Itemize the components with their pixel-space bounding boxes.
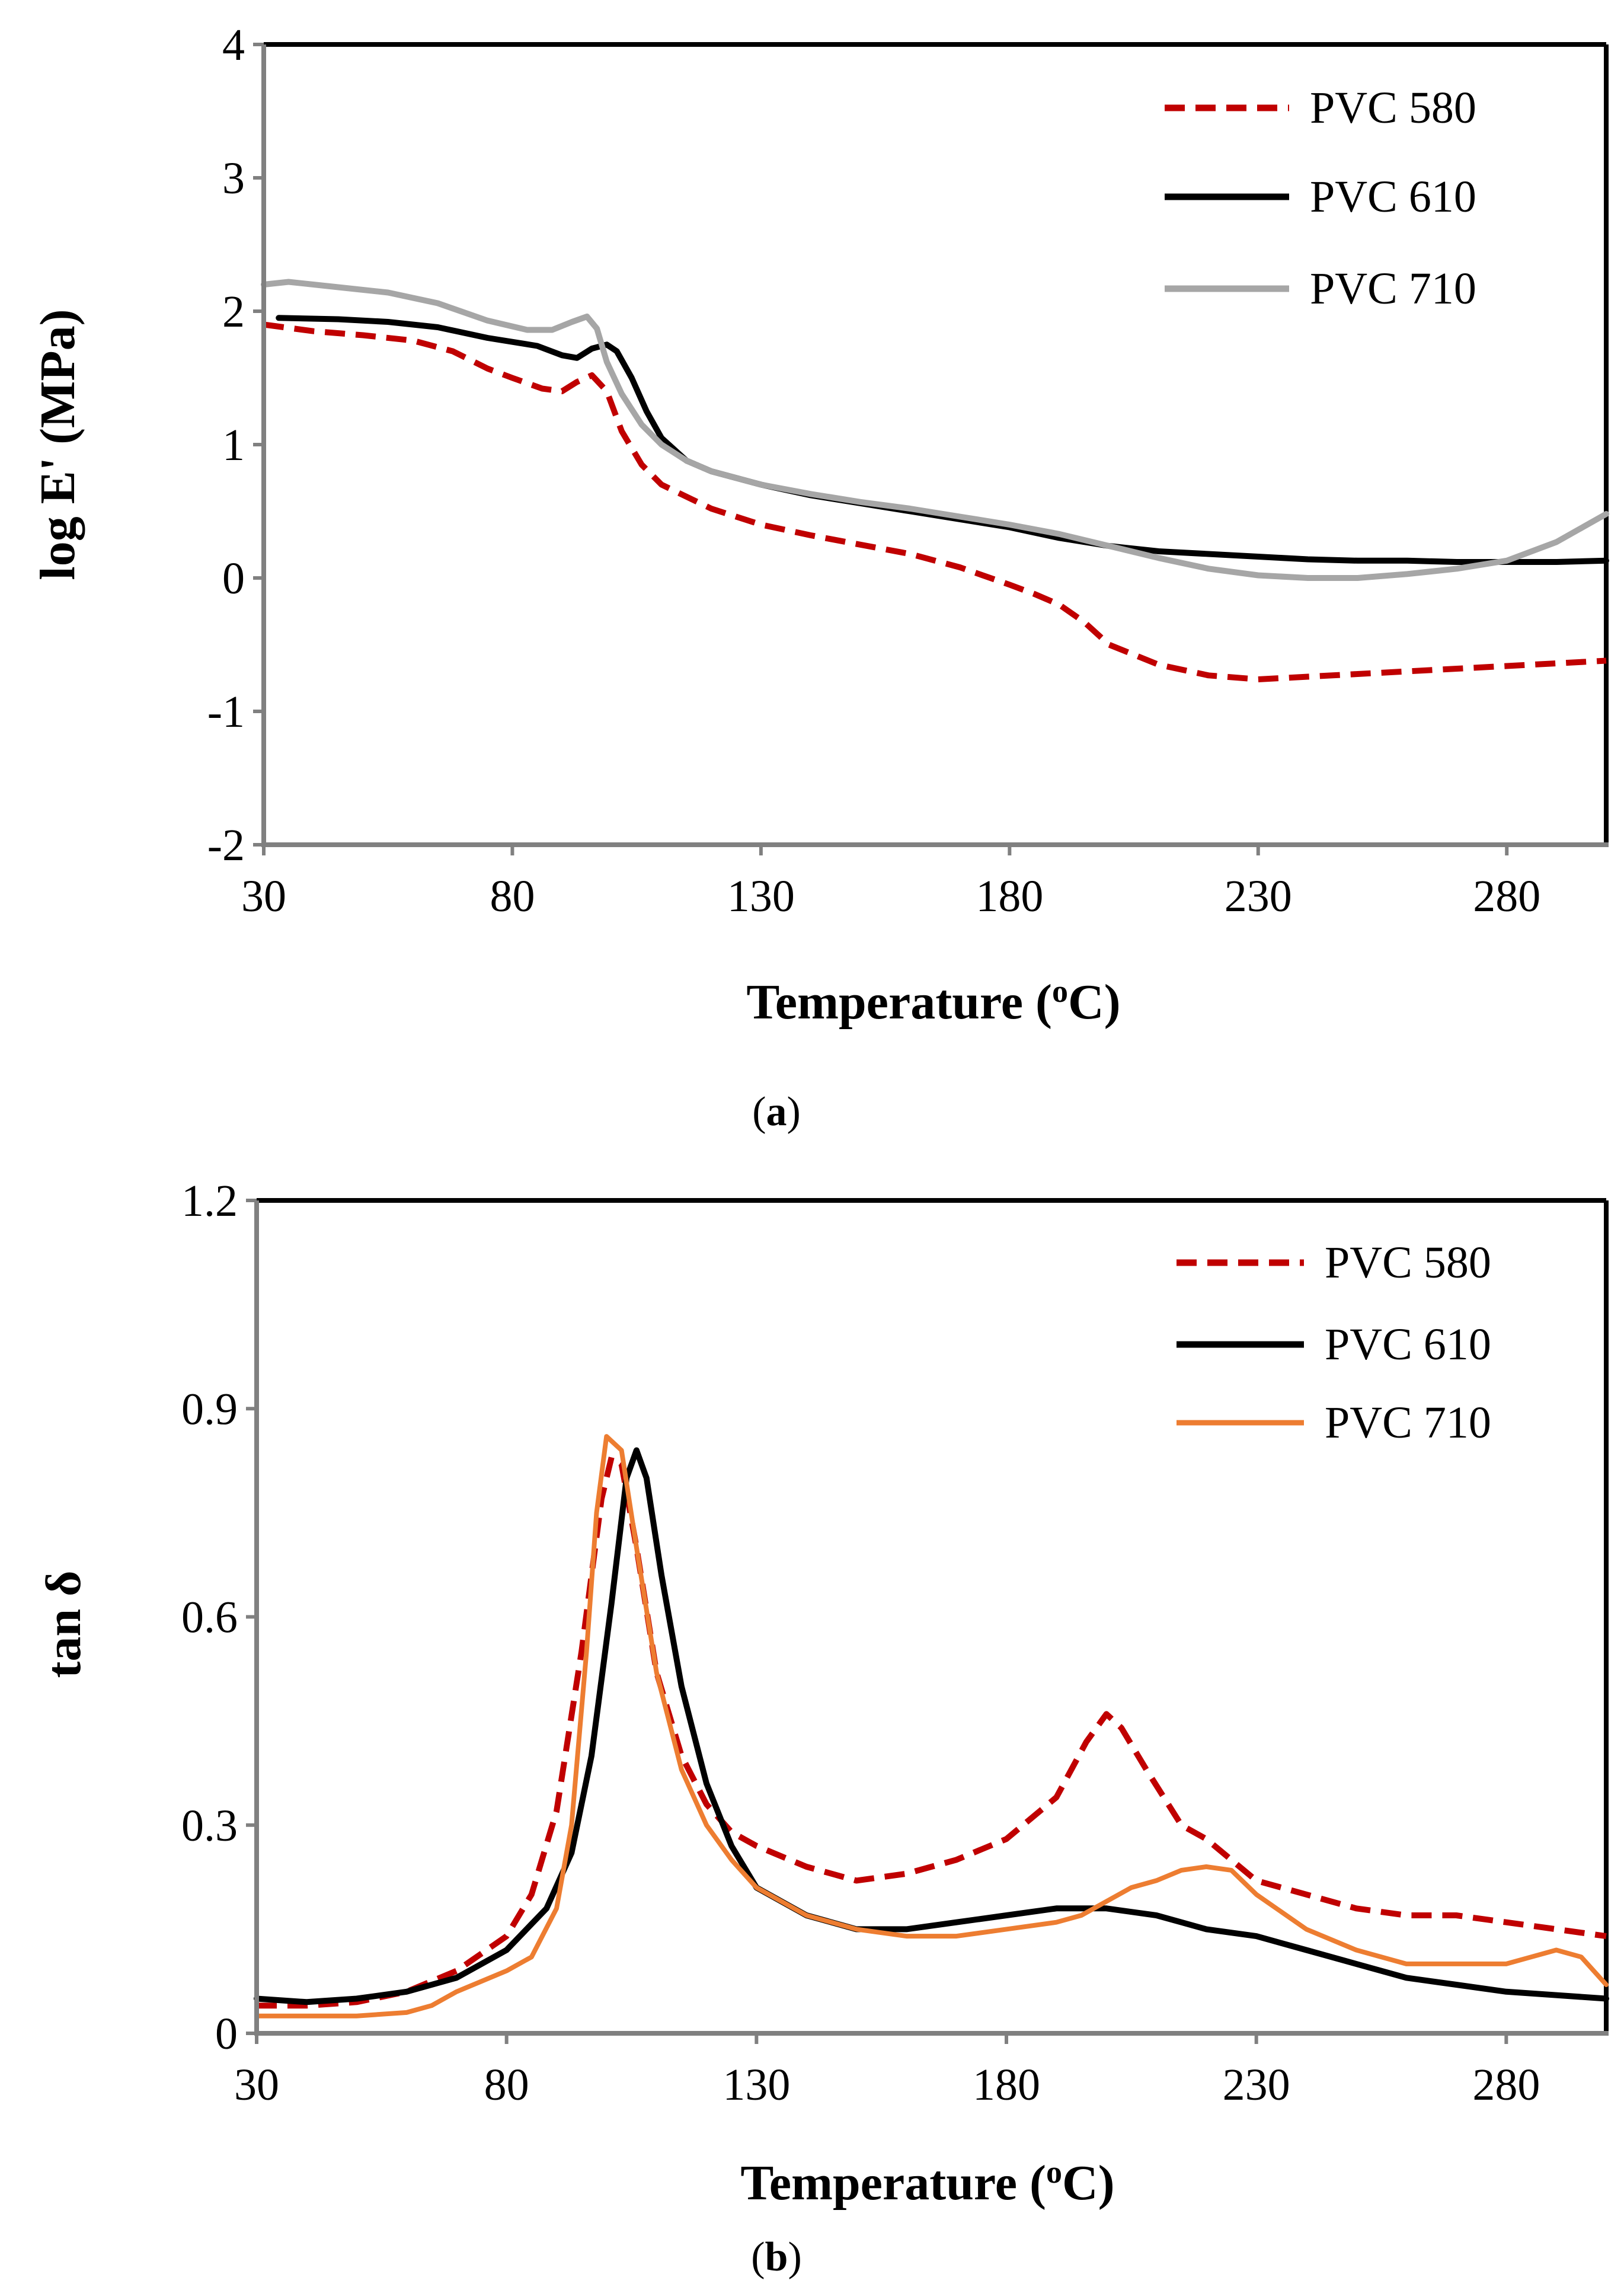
x-tick-label: 130	[723, 2060, 790, 2110]
legend-background	[1126, 1212, 1600, 1491]
x-tick-label: 280	[1472, 2060, 1540, 2110]
panel-b-caption: (b)	[751, 2234, 802, 2280]
x-tick-label: 130	[727, 871, 795, 921]
x-ticks: 30 80 130 180 230 280	[234, 2033, 1540, 2110]
x-tick-label: 30	[234, 2060, 279, 2110]
legend-item-pvc-580: PVC 580	[1165, 83, 1476, 133]
legend-item-pvc-580: PVC 580	[1177, 1238, 1491, 1288]
x-axis-title: Temperature (oC)	[740, 2154, 1114, 2211]
x-tick-label: 180	[973, 2060, 1040, 2110]
legend-item-pvc-710: PVC 710	[1177, 1398, 1491, 1448]
legend-label-pvc-610: PVC 610	[1310, 172, 1476, 222]
y-tick-label: 0	[215, 2009, 238, 2059]
legend-label-pvc-580: PVC 580	[1310, 83, 1476, 133]
series-line-pvc-710	[261, 279, 1609, 581]
legend-label-pvc-710: PVC 710	[1325, 1398, 1491, 1448]
y-tick-label: 1	[222, 420, 245, 470]
legend: PVC 580 PVC 610 PVC 710	[1165, 83, 1476, 314]
y-tick-label: 1.2	[181, 1176, 238, 1226]
x-axis-title: Temperature (oC)	[746, 973, 1120, 1030]
series-line-pvc-710	[254, 1434, 1609, 2018]
plot-area-frame	[264, 42, 1609, 845]
series-line-pvc-580	[257, 1454, 1607, 2009]
y-tick-label: 3	[222, 154, 245, 203]
y-axis-title: tan δ	[36, 1570, 91, 1678]
series-group	[254, 1434, 1609, 2018]
series-line-pvc-610	[254, 1447, 1609, 2005]
x-tick-label: 30	[241, 871, 286, 921]
y-tick-label: -2	[207, 820, 245, 870]
legend-label-pvc-610: PVC 610	[1325, 1320, 1491, 1369]
legend-label-pvc-710: PVC 710	[1310, 264, 1476, 314]
plot-area-frame	[257, 1198, 1609, 2033]
y-tick-label: 0	[222, 554, 245, 603]
series-group	[261, 279, 1609, 682]
y-tick-label: -1	[207, 687, 245, 737]
x-tick-label: 230	[1225, 871, 1292, 921]
legend-background	[1073, 53, 1591, 350]
y-tick-label: 0.9	[181, 1384, 238, 1434]
legend-label-pvc-580: PVC 580	[1325, 1238, 1491, 1288]
series-line-pvc-610	[276, 315, 1609, 565]
x-ticks: 30 80 130 180 230 280	[241, 845, 1540, 921]
x-tick-label: 80	[490, 871, 535, 921]
legend-item-pvc-710: PVC 710	[1165, 264, 1476, 314]
y-ticks: 0 0.3 0.6 0.9 1.2	[181, 1176, 257, 2059]
x-tick-label: 180	[976, 871, 1043, 921]
y-axis-title: log E' (MPa)	[30, 309, 85, 580]
legend-item-pvc-610: PVC 610	[1165, 172, 1476, 222]
x-tick-label: 80	[484, 2060, 529, 2110]
y-tick-label: 0.6	[181, 1593, 238, 1643]
chart-panel-b: 0 0.3 0.6 0.9 1.2 30 80 130 180 230 280 tan δ Tem…	[36, 1176, 1609, 2280]
legend-item-pvc-610: PVC 610	[1177, 1320, 1491, 1369]
y-tick-label: 4	[222, 20, 245, 70]
x-tick-label: 280	[1473, 871, 1540, 921]
y-ticks: -2 -1 0 1 2 3 4	[207, 20, 264, 870]
y-tick-label: 2	[222, 287, 245, 337]
legend: PVC 580 PVC 610 PVC 710	[1177, 1238, 1491, 1448]
series-line-pvc-580	[263, 321, 1607, 682]
y-tick-label: 0.3	[181, 1801, 238, 1851]
x-tick-label: 230	[1223, 2060, 1290, 2110]
panel-a-caption: (a)	[752, 1089, 801, 1135]
